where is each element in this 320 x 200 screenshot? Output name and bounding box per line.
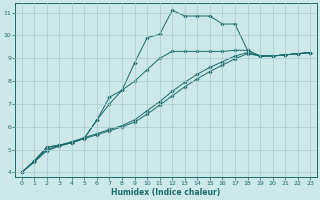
X-axis label: Humidex (Indice chaleur): Humidex (Indice chaleur) — [111, 188, 220, 197]
